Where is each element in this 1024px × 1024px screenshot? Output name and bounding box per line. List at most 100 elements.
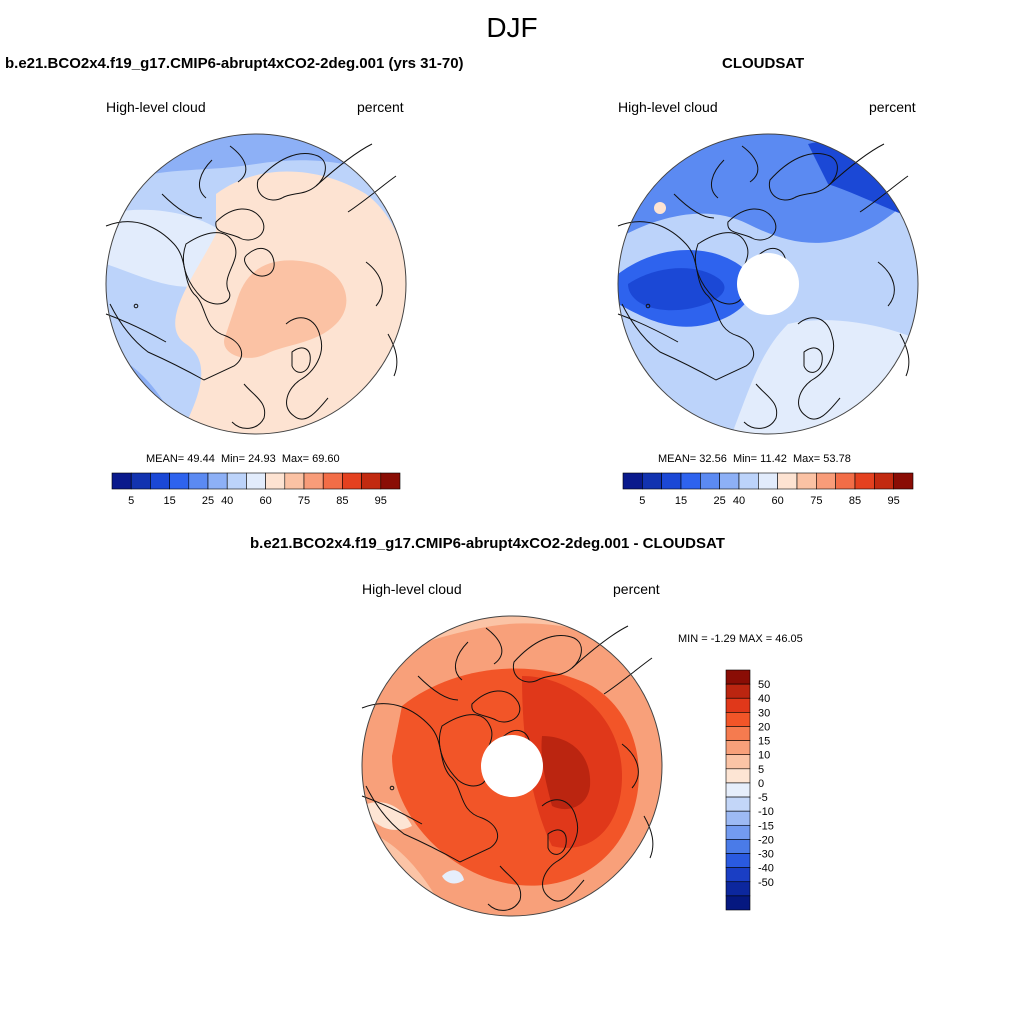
max-value: 69.60 — [312, 453, 340, 465]
colorbar-swatch — [725, 768, 751, 784]
colorbar-swatch — [361, 472, 382, 490]
colorbar-swatch — [874, 472, 894, 490]
colorbar-swatch — [725, 796, 751, 812]
colorbar-tick-label: 95 — [375, 495, 387, 507]
min-value: -1.29 — [710, 633, 736, 645]
max-value: 46.05 — [775, 633, 803, 645]
colorbar-tick-label: 75 — [810, 495, 822, 507]
colorbar-tick-label: -5 — [758, 792, 768, 804]
colorbar-tick-label: 25 — [714, 495, 726, 507]
min-label: Min= — [732, 453, 758, 465]
max-label: MAX = — [738, 633, 773, 645]
colorbar-swatch — [725, 669, 751, 685]
colorbar-swatch — [725, 740, 751, 756]
colorbar-tick-label: 50 — [758, 679, 770, 691]
max-value: 53.78 — [823, 453, 851, 465]
colorbar-swatch — [758, 472, 778, 490]
colorbar-tick-label: 5 — [128, 495, 134, 507]
colorbar-tick-label: 30 — [758, 707, 770, 719]
colorbar-swatch — [725, 867, 751, 883]
colorbar-swatch — [207, 472, 228, 490]
mean-value: 49.44 — [187, 453, 215, 465]
panel-model-units-label: percent — [357, 99, 404, 115]
colorbar-swatch — [725, 824, 751, 840]
colorbar-tick-label: 85 — [849, 495, 861, 507]
colorbar-swatch — [835, 472, 856, 490]
colorbar-swatch — [719, 472, 740, 490]
min-label: MIN = — [678, 633, 708, 645]
max-label: Max= — [281, 453, 310, 465]
colorbar-swatch — [284, 472, 305, 490]
colorbar-swatch — [700, 472, 720, 490]
colorbar-swatch — [796, 472, 817, 490]
max-label: Max= — [793, 453, 821, 465]
mean-label: MEAN= — [658, 453, 697, 465]
colorbar-swatch — [150, 472, 170, 490]
colorbar-swatch — [725, 697, 751, 713]
colorbar-tick-label: 15 — [758, 736, 770, 748]
colorbar-tick-label: -15 — [758, 820, 774, 832]
polar-data-gap — [481, 735, 543, 797]
panel-model-stats: MEAN= 49.44 Min= 24.93 Max= 69.60 — [146, 453, 340, 465]
mean-value: 32.56 — [699, 453, 727, 465]
colorbar-tick-label: 25 — [202, 495, 214, 507]
panel-obs-units-label: percent — [869, 99, 916, 115]
panel-model-variable-label: High-level cloud — [106, 99, 206, 115]
panel-title-difference: b.e21.BCO2x4.f19_g17.CMIP6-abrupt4xCO2-2… — [250, 535, 725, 552]
colorbar-tick-label: 75 — [298, 495, 310, 507]
colorbar-tick-label: 10 — [758, 750, 770, 762]
colorbar-swatch — [725, 881, 751, 897]
colorbar-swatch — [725, 683, 751, 699]
min-value: 11.42 — [760, 453, 787, 465]
colorbar-tick-label: 95 — [888, 495, 900, 507]
colorbar-swatch — [642, 472, 662, 490]
colorbar-swatch — [680, 472, 701, 490]
colorbar-swatch — [130, 472, 151, 490]
colorbar-tick-label: -50 — [758, 877, 774, 889]
colorbar-swatch — [816, 472, 836, 490]
colorbar-tick-label: 85 — [336, 495, 348, 507]
colorbar-tick-label: 5 — [639, 495, 645, 507]
colorbar-tick-label: -10 — [758, 806, 774, 818]
polar-data-gap — [737, 253, 799, 315]
colorbar-tick-label: -30 — [758, 849, 774, 861]
colorbar-swatch — [725, 782, 751, 798]
colorbar-swatch — [777, 472, 798, 490]
figure-title: DJF — [486, 12, 538, 43]
map-difference-high-level-cloud — [361, 615, 663, 917]
colorbar-swatch — [738, 472, 759, 490]
colorbar-swatch — [725, 754, 751, 770]
colorbar-swatch — [169, 472, 190, 490]
colorbar-swatch — [725, 839, 751, 854]
colorbar-tick-label: 40 — [221, 495, 233, 507]
colorbar-swatch — [188, 472, 209, 490]
mean-label: MEAN= — [146, 453, 185, 465]
colorbar-swatch — [111, 472, 132, 490]
panel-diff-stats: MIN = -1.29 MAX = 46.05 — [678, 633, 803, 645]
colorbar-swatch — [725, 726, 751, 741]
colorbar-tick-label: 20 — [758, 721, 770, 733]
colorbar-swatch — [725, 895, 751, 911]
panel-diff-variable-label: High-level cloud — [362, 581, 462, 597]
map-cloudsat-high-level-cloud — [617, 133, 919, 435]
map-model-high-level-cloud — [105, 133, 407, 435]
colorbar-model: 5 15 25 40 60 75 85 95 — [111, 472, 401, 507]
colorbar-tick-label: 0 — [758, 778, 764, 790]
colorbar-swatch — [725, 712, 751, 727]
colorbar-swatch — [725, 810, 751, 826]
colorbar-swatch — [661, 472, 682, 490]
colorbar-swatch — [725, 853, 751, 868]
colorbar-swatch — [303, 472, 324, 490]
panel-obs-variable-label: High-level cloud — [618, 99, 718, 115]
panel-obs-stats: MEAN= 32.56 Min= 11.42 Max= 53.78 — [658, 453, 851, 465]
colorbar-tick-label: 15 — [163, 495, 175, 507]
colorbar-swatch — [893, 472, 914, 490]
colorbar-swatch — [622, 472, 643, 490]
colorbar-tick-label: 5 — [758, 764, 764, 776]
colorbar-tick-label: 60 — [259, 495, 271, 507]
colorbar-tick-label: 40 — [758, 693, 770, 705]
colorbar-swatch — [380, 472, 401, 490]
colorbar-cloudsat: 5 15 25 40 60 75 85 95 — [622, 472, 914, 507]
panel-title-model: b.e21.BCO2x4.f19_g17.CMIP6-abrupt4xCO2-2… — [5, 55, 464, 72]
